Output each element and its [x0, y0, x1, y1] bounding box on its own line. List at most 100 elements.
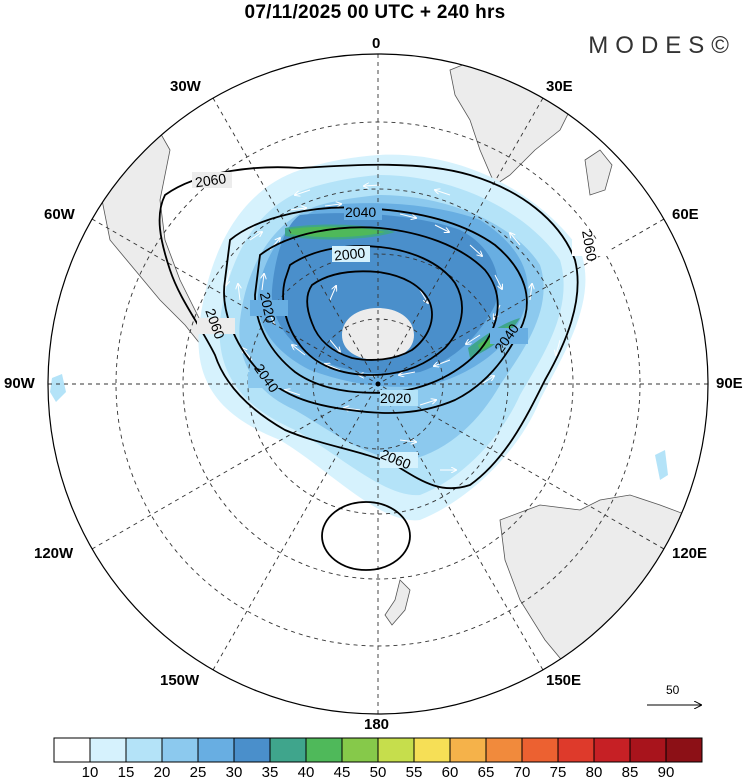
- wind-vector: [329, 286, 336, 301]
- latitude-circle: [182, 188, 574, 580]
- colorbar-swatch: [197, 737, 235, 763]
- wind-vector: [292, 345, 306, 356]
- colorbar-swatch: [629, 737, 667, 763]
- contour-label: 2040: [345, 204, 376, 220]
- colorbar-tick-label: 30: [225, 764, 243, 781]
- wind-vector: [466, 334, 481, 344]
- colorbar-tick-label: 45: [333, 764, 351, 781]
- contour-2020: [254, 226, 499, 394]
- wind-vector: [434, 359, 451, 366]
- lon-label-120e: 120E: [672, 545, 708, 562]
- lon-label-150e: 150E: [546, 672, 582, 689]
- wind-reference-label: 50: [666, 683, 680, 697]
- wind-vector: [262, 274, 264, 291]
- wind-vector: [419, 289, 428, 303]
- colorbar-tick-label: 10: [81, 764, 99, 781]
- wind-vector: [329, 339, 340, 352]
- colorbar-swatch: [305, 737, 343, 763]
- colorbar-tick-label: 25: [189, 764, 207, 781]
- colorbar-tick-label: 70: [513, 764, 531, 781]
- wind-vector: [399, 372, 416, 375]
- contour-label-group: 2060 2040 2000 2020 2060 2040 2020 2060 …: [192, 170, 610, 472]
- lon-label-90w: 90W: [4, 375, 35, 392]
- wind-vector: [289, 208, 306, 210]
- modes-brand-logo: MODES©: [588, 32, 736, 59]
- colorbar-swatch: [161, 737, 199, 763]
- lon-label-0: 0: [372, 35, 381, 52]
- wind-vector: [530, 284, 532, 301]
- wind-vector: [494, 274, 502, 289]
- colorbar-swatch: [449, 737, 487, 763]
- wind-vector: [399, 213, 416, 218]
- colorbar-tick-label: 85: [621, 764, 639, 781]
- colorbar-swatch: [125, 737, 163, 763]
- colorbar-tick-label: 90: [657, 764, 675, 781]
- wind-vector: [556, 339, 561, 355]
- colorbar-tick-label: 55: [405, 764, 423, 781]
- lon-label-150w: 150W: [160, 672, 200, 689]
- wind-vector: [226, 269, 231, 285]
- colorbar-tick-label: 65: [477, 764, 495, 781]
- wind-vector: [344, 408, 361, 410]
- wind-vector: [399, 440, 416, 442]
- colorbar-swatch: [485, 737, 523, 763]
- contour-label: 2020: [380, 390, 411, 406]
- wind-vector: [295, 189, 311, 195]
- chart-title: 07/11/2025 00 UTC + 240 hrs: [244, 2, 506, 23]
- colorbar-tick-label: 35: [261, 764, 279, 781]
- colorbar-tick-label: 50: [369, 764, 387, 781]
- wind-shade-45: [290, 226, 385, 238]
- wind-vector: [238, 284, 240, 301]
- lon-label-180: 180: [364, 716, 390, 733]
- wind-vector: [285, 390, 301, 396]
- colorbar-swatch: [53, 737, 91, 763]
- lon-label-60e: 60E: [672, 206, 699, 223]
- wind-speed-shading: [50, 154, 668, 521]
- contour-label: 2060: [579, 229, 600, 263]
- contour-2060-outer: [158, 163, 579, 490]
- contour-label: 2060: [194, 170, 227, 190]
- colorbar: [53, 737, 703, 763]
- wind-vector: [419, 400, 436, 406]
- wind-vector: [434, 224, 449, 232]
- wind-vector: [479, 376, 494, 386]
- colorbar-swatch: [269, 737, 307, 763]
- colorbar-tick-label: 75: [549, 764, 567, 781]
- colorbar-swatch: [413, 737, 451, 763]
- colorbar-tick-label: 40: [297, 764, 315, 781]
- colorbar-swatch: [341, 737, 379, 763]
- wind-vector: [324, 204, 341, 206]
- wind-vector: [435, 190, 451, 196]
- wind-vector: [364, 185, 381, 186]
- lon-label-120w: 120W: [34, 545, 74, 562]
- lon-label-90e: 90E: [716, 375, 743, 392]
- wind-vector: [469, 244, 482, 256]
- contour-high-cell: [321, 501, 411, 571]
- colorbar-swatch: [665, 737, 703, 763]
- wind-vector: [510, 233, 521, 246]
- wind-shade-35: [271, 213, 499, 375]
- colorbar-tick-label: 80: [585, 764, 603, 781]
- madagascar-landmass: [584, 149, 613, 196]
- wind-vector: [249, 232, 262, 241]
- colorbar-swatch: [521, 737, 559, 763]
- contour-2000: [282, 245, 463, 376]
- lon-label-30e: 30E: [546, 78, 573, 95]
- wind-shade-small-east: [655, 450, 668, 480]
- colorbar-swatch: [557, 737, 595, 763]
- south-pole-marker: [375, 381, 381, 387]
- lon-label-30w: 30W: [170, 78, 201, 95]
- colorbar-swatch: [593, 737, 631, 763]
- lon-label-60w: 60W: [44, 206, 75, 223]
- wind-shade-small-west: [50, 374, 66, 402]
- colorbar-swatch: [377, 737, 415, 763]
- colorbar-tick-label: 20: [153, 764, 171, 781]
- colorbar-swatch: [233, 737, 271, 763]
- contour-label: 2000: [333, 244, 366, 263]
- globe-boundary: [47, 53, 709, 715]
- australia-landmass: [499, 494, 708, 691]
- colorbar-tick-label: 60: [441, 764, 459, 781]
- contour-label: 2020: [257, 291, 279, 325]
- colorbar-tick-label: 15: [117, 764, 135, 781]
